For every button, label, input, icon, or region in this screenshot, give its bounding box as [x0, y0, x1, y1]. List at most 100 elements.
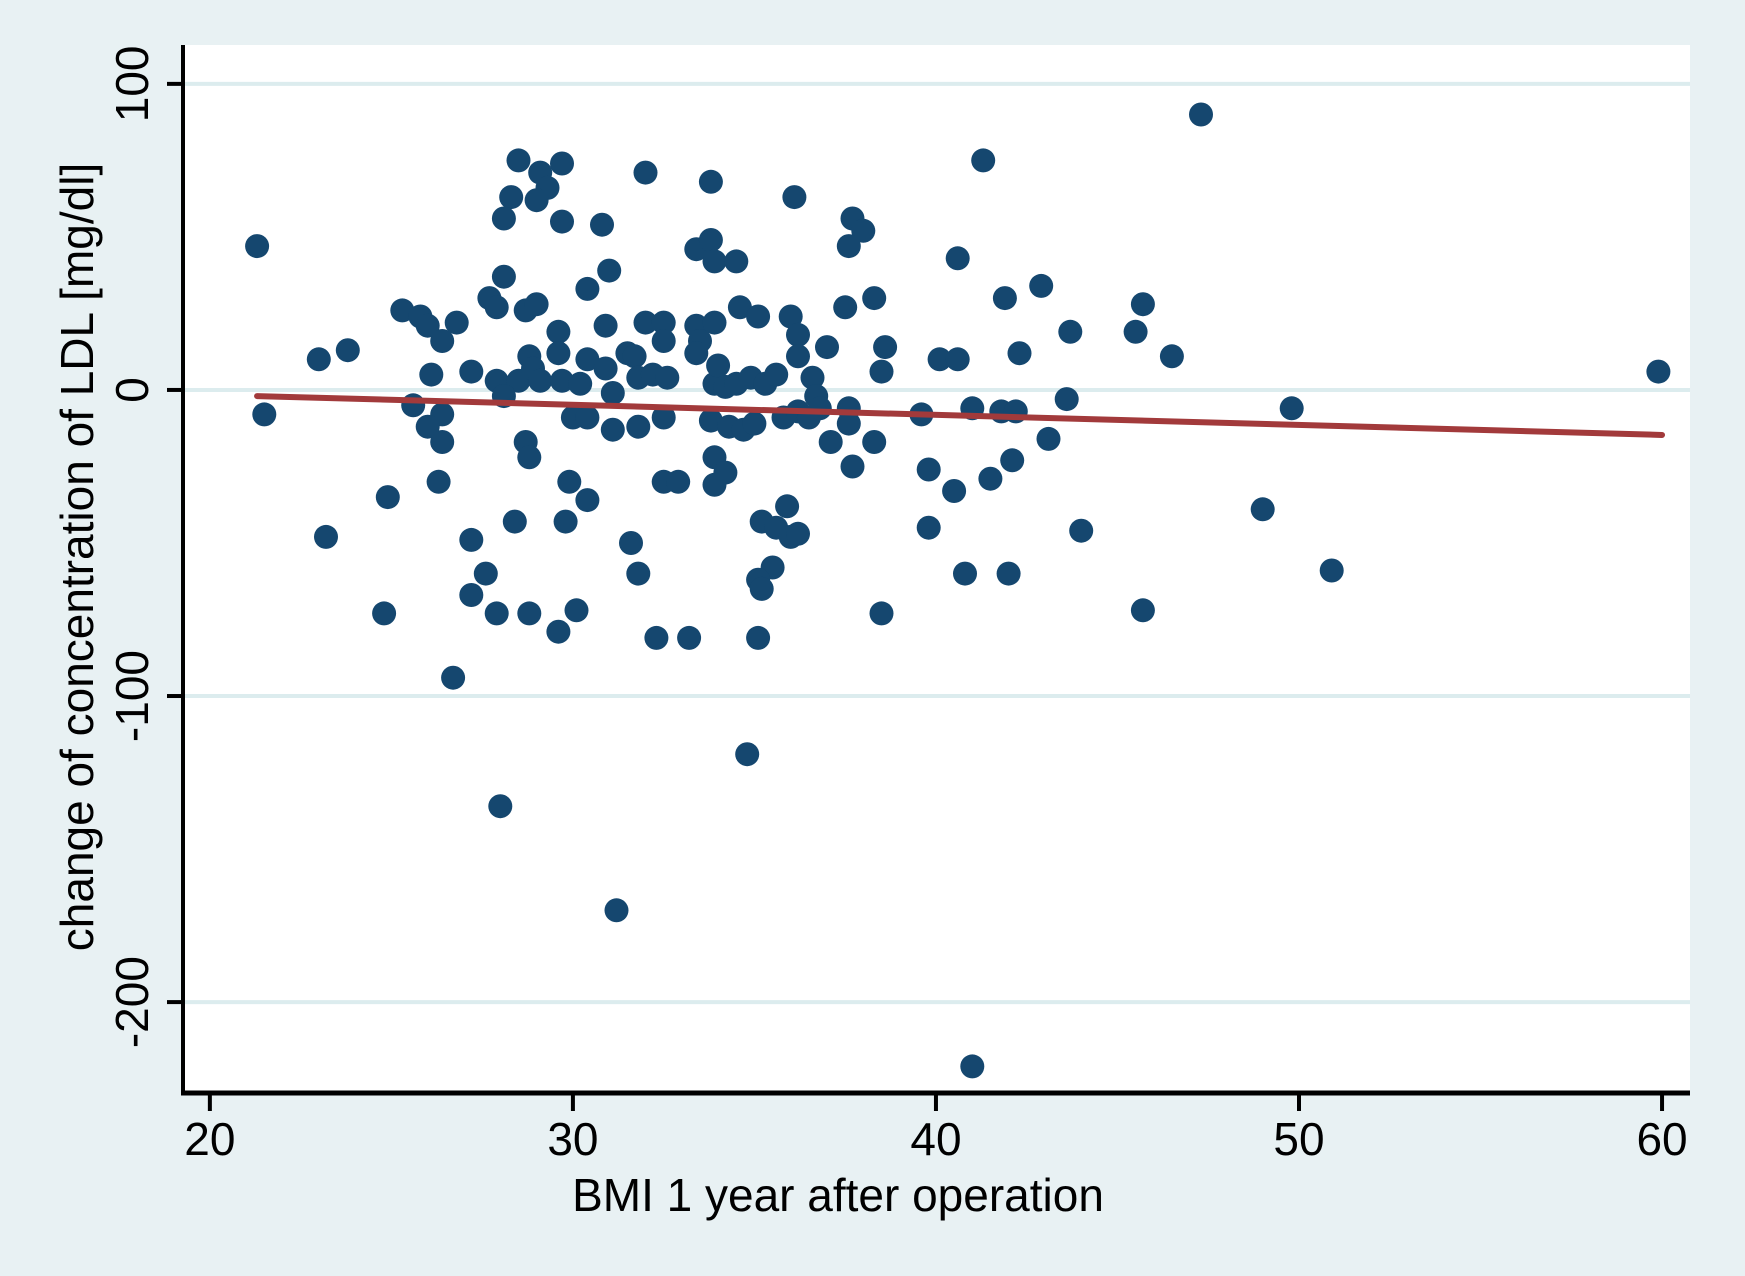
data-point	[590, 212, 614, 237]
data-point	[600, 381, 625, 405]
data-point	[252, 402, 277, 427]
data-point	[575, 276, 600, 301]
data-point	[306, 347, 331, 372]
data-point	[836, 411, 861, 436]
data-point	[996, 561, 1021, 586]
data-point	[546, 341, 571, 366]
data-point	[746, 625, 771, 650]
data-point	[1130, 598, 1155, 623]
data-point	[727, 295, 752, 320]
data-point	[1646, 359, 1671, 384]
plot-area	[183, 45, 1690, 1093]
data-point	[677, 625, 702, 650]
data-point	[916, 457, 941, 482]
data-point	[557, 469, 582, 494]
data-point	[619, 531, 643, 555]
data-point	[916, 515, 941, 540]
x-tick-label: 20	[184, 1113, 235, 1165]
data-point	[419, 362, 444, 387]
data-point	[626, 414, 651, 439]
data-point	[644, 625, 669, 650]
data-point	[1279, 396, 1304, 421]
data-point	[633, 310, 658, 335]
data-point	[597, 258, 622, 283]
data-point	[604, 898, 629, 923]
data-point	[441, 665, 466, 690]
data-point	[778, 304, 803, 329]
data-point	[1007, 341, 1032, 366]
data-point	[1054, 387, 1079, 412]
data-point	[651, 329, 676, 353]
data-point	[800, 365, 825, 390]
data-point	[651, 405, 676, 430]
fit-line	[254, 393, 1666, 438]
data-point	[862, 286, 887, 311]
data-point	[600, 417, 625, 442]
data-point	[942, 479, 967, 503]
data-point	[1319, 558, 1344, 583]
data-point	[491, 264, 516, 289]
data-point	[1029, 273, 1054, 298]
data-point	[953, 561, 977, 586]
data-point	[575, 488, 600, 513]
data-point	[550, 368, 574, 393]
data-point	[978, 466, 1003, 491]
data-point	[1159, 344, 1184, 369]
data-point	[945, 347, 970, 372]
x-axis-title: BMI 1 year after operation	[572, 1169, 1104, 1221]
data-point	[502, 509, 527, 534]
data-point	[506, 148, 531, 173]
y-tick-label: -100	[106, 650, 158, 742]
data-point	[746, 304, 771, 329]
data-point	[786, 521, 810, 546]
data-point	[735, 742, 760, 767]
y-axis-title: change of concentration of LDL [mg/dl]	[51, 162, 103, 952]
data-point	[430, 329, 455, 353]
data-point	[851, 218, 876, 243]
data-point	[775, 494, 800, 519]
data-point	[651, 310, 676, 335]
data-point	[499, 185, 524, 210]
data-point	[1250, 497, 1275, 522]
x-tick-label: 30	[547, 1113, 598, 1165]
data-point	[724, 249, 749, 274]
data-point	[575, 405, 600, 430]
y-tick-label: 0	[106, 377, 158, 403]
data-point	[459, 583, 484, 607]
data-point	[786, 322, 810, 347]
data-point	[517, 601, 542, 626]
data-point	[862, 430, 887, 454]
x-tick-label: 40	[910, 1113, 961, 1165]
data-point	[1058, 319, 1083, 344]
data-point	[815, 335, 839, 360]
data-point	[568, 371, 593, 396]
data-point	[401, 393, 426, 418]
data-point	[593, 356, 618, 381]
data-point	[564, 598, 589, 623]
data-point	[971, 148, 996, 173]
data-point	[575, 347, 600, 372]
data-point	[430, 430, 455, 454]
data-point	[1123, 319, 1148, 344]
data-point	[415, 313, 440, 338]
data-point	[786, 344, 810, 369]
data-point	[873, 335, 898, 360]
data-point	[1036, 426, 1061, 451]
data-point	[546, 319, 571, 344]
data-point	[698, 228, 723, 252]
data-point	[782, 185, 807, 210]
data-point	[742, 411, 767, 436]
data-point	[484, 601, 509, 626]
data-point	[550, 209, 574, 234]
data-point	[473, 561, 498, 586]
data-point	[836, 234, 861, 259]
y-tick-label: -200	[106, 956, 158, 1048]
data-point	[528, 368, 553, 393]
data-point	[314, 524, 338, 549]
data-point	[375, 485, 400, 510]
data-point	[1000, 448, 1025, 473]
data-point	[840, 454, 865, 479]
data-point	[818, 430, 843, 454]
data-point	[807, 396, 832, 421]
